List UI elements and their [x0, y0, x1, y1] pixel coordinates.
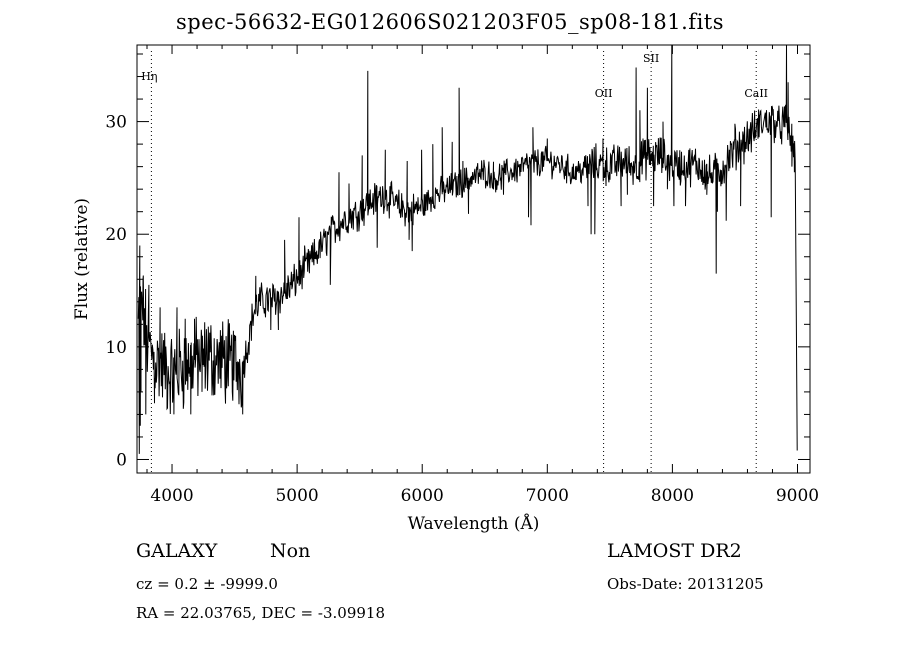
- x-tick-label: 6000: [401, 486, 444, 506]
- y-tick-label: 10: [105, 338, 127, 358]
- coordinates: RA = 22.03765, DEC = -3.09918: [136, 604, 385, 622]
- y-tick-label: 0: [116, 450, 127, 470]
- cz-value: cz = 0.2 ± -9999.0: [136, 575, 278, 593]
- y-axis-label: Flux (relative): [72, 198, 92, 320]
- survey-label: LAMOST DR2: [607, 540, 742, 562]
- y-tick-label: 20: [105, 225, 127, 245]
- x-tick-label: 4000: [150, 486, 193, 506]
- line-marker-label: SII: [643, 52, 659, 65]
- obs-date: Obs-Date: 20131205: [607, 575, 764, 593]
- x-tick-label: 7000: [526, 486, 569, 506]
- object-subclass: Non: [270, 540, 311, 562]
- line-marker-label: Hη: [141, 70, 157, 83]
- x-tick-label: 8000: [651, 486, 694, 506]
- spectrum-series-line: [137, 44, 798, 454]
- plot-frame: [136, 44, 811, 474]
- line-marker-label: OII: [595, 87, 613, 100]
- line-marker-label: CaII: [744, 87, 768, 100]
- x-tick-label: 9000: [776, 486, 819, 506]
- x-tick-label: 5000: [275, 486, 318, 506]
- chart-title: spec-56632-EG012606S021203F05_sp08-181.f…: [175, 10, 725, 34]
- x-axis-label: Wavelength (Å): [408, 513, 540, 534]
- object-class: GALAXY: [136, 540, 218, 562]
- y-tick-label: 30: [105, 113, 127, 133]
